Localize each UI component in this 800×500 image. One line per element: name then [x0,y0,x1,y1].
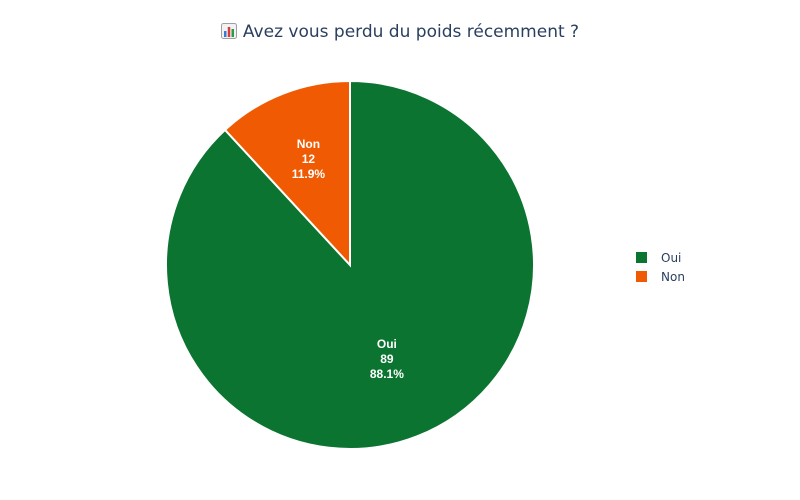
chart-title-text: Avez vous perdu du poids récemment ? [242,22,580,42]
bar-chart-icon [220,23,237,39]
slice-value-non: 12 [302,152,316,166]
slice-value-oui: 89 [380,352,394,366]
legend-swatch-non [636,271,647,282]
legend-item-non[interactable]: Non [636,267,685,286]
legend-swatch-oui [636,252,647,263]
slice-label-non: Non [297,137,320,151]
slice-percent-non: 11.9% [292,167,326,181]
slice-percent-oui: 88.1% [370,367,404,381]
legend-label-oui: Oui [661,250,682,265]
legend-item-oui[interactable]: Oui [636,248,685,267]
chart-title: Avez vous perdu du poids récemment ? [0,22,800,42]
pie-slice-non[interactable] [223,79,351,268]
slice-label-oui: Oui [377,337,397,351]
legend[interactable]: Oui Non [636,248,685,286]
legend-label-non: Non [661,269,685,284]
